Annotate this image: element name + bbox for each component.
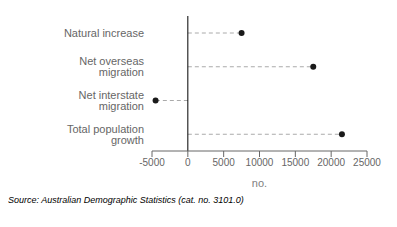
svg-text:5000: 5000 [213, 157, 236, 168]
svg-text:Net interstatemigration: Net interstatemigration [79, 89, 144, 112]
svg-text:10000: 10000 [246, 157, 274, 168]
svg-text:15000: 15000 [281, 157, 309, 168]
svg-text:25000: 25000 [353, 157, 381, 168]
html-text:Source: Australian Demographic: Source: Australian Demographic Statistic… [8, 195, 244, 205]
svg-text:no.: no. [252, 177, 267, 189]
svg-text:Natural increase: Natural increase [64, 27, 144, 39]
svg-text:Net overseasmigration: Net overseasmigration [79, 55, 144, 78]
svg-text:Total populationgrowth: Total populationgrowth [67, 123, 144, 146]
svg-text:20000: 20000 [317, 157, 345, 168]
svg-text:0: 0 [185, 157, 191, 168]
svg-text:-5000: -5000 [139, 157, 165, 168]
